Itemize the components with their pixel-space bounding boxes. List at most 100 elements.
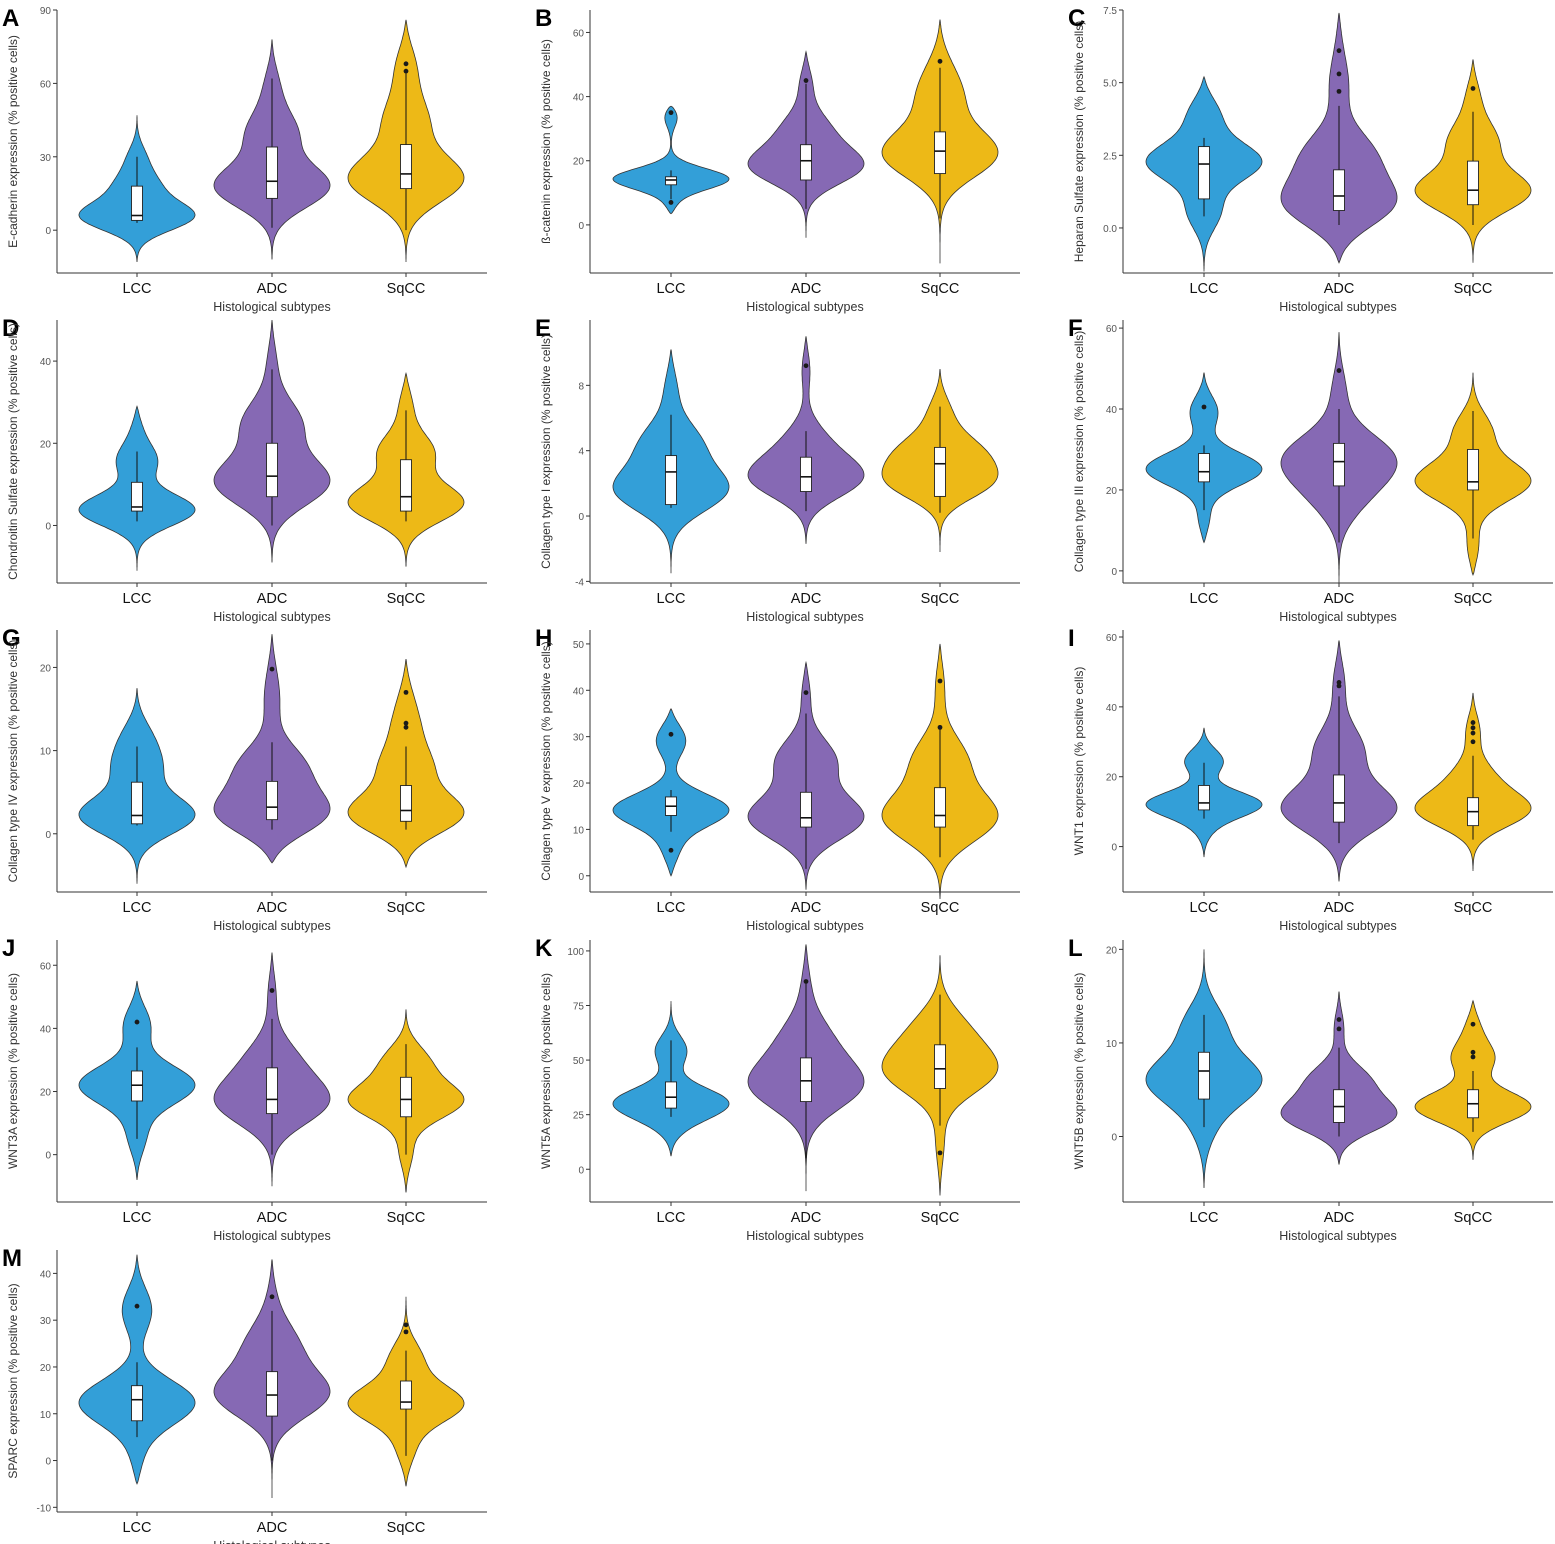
- violin-group-adc: ADC: [1280, 991, 1398, 1226]
- violin-group-lcc: LCC: [78, 405, 196, 607]
- violin-group-adc: ADC: [213, 319, 331, 607]
- violin-group-adc: ADC: [213, 1259, 331, 1536]
- box: [1198, 1051, 1210, 1100]
- x-tick-label: ADC: [791, 591, 822, 607]
- panel-letter: C: [1068, 5, 1085, 32]
- outlier-point: [1336, 680, 1342, 685]
- x-axis-label: Histological subtypes: [213, 919, 330, 933]
- violin-group-lcc: LCC: [1145, 727, 1263, 916]
- box: [266, 146, 278, 199]
- x-tick-label: LCC: [656, 281, 685, 297]
- y-tick-label: 30: [40, 153, 52, 164]
- y-axis-label: Collagen type III expression (% positive…: [1072, 331, 1086, 572]
- y-tick-label: 10: [1106, 1039, 1118, 1050]
- x-tick-label: SqCC: [921, 281, 960, 297]
- box: [266, 442, 278, 498]
- x-tick-label: SqCC: [1454, 1210, 1493, 1226]
- y-axis-label: WNT1 expression (% positive cells): [1072, 667, 1086, 856]
- x-axis-label: Histological subtypes: [213, 1229, 330, 1243]
- violin-group-sqcc: SqCC: [347, 659, 465, 916]
- x-tick-label: ADC: [1324, 1210, 1355, 1226]
- y-tick-label: 10: [40, 747, 52, 758]
- outlier-point: [1470, 1054, 1476, 1060]
- violin-group-adc: ADC: [213, 634, 331, 916]
- x-axis-label: Histological subtypes: [746, 300, 863, 314]
- violin-group-sqcc: SqCC: [881, 19, 999, 297]
- y-axis-label: E-cadherin expression (% positive cells): [6, 35, 20, 248]
- outlier-point: [403, 1329, 409, 1335]
- y-tick-label: 0: [1111, 1133, 1117, 1144]
- y-tick-label: 0: [578, 872, 584, 883]
- x-tick-label: LCC: [122, 1210, 151, 1226]
- outlier-point: [1336, 683, 1342, 689]
- box: [934, 446, 946, 497]
- violin-group-lcc: LCC: [1145, 949, 1263, 1226]
- violin-group-adc: ADC: [1280, 640, 1398, 916]
- x-tick-label: SqCC: [387, 900, 426, 916]
- violin-group-lcc: LCC: [612, 1001, 730, 1226]
- y-tick-label: 40: [573, 686, 585, 697]
- outlier-point: [1336, 1026, 1342, 1032]
- violin-group-lcc: LCC: [1145, 372, 1263, 607]
- box: [131, 481, 143, 512]
- violin-group-adc: ADC: [747, 50, 865, 297]
- box: [400, 459, 412, 512]
- box: [800, 456, 812, 492]
- y-tick-label: 90: [40, 6, 52, 17]
- box: [131, 781, 143, 825]
- violin-group-lcc: LCC: [78, 1254, 196, 1536]
- x-tick-label: ADC: [257, 281, 288, 297]
- outlier-point: [668, 731, 674, 737]
- outlier-point: [403, 68, 409, 74]
- outlier-point: [403, 724, 409, 730]
- y-tick-label: 0: [578, 512, 584, 523]
- x-tick-label: LCC: [1189, 591, 1218, 607]
- box: [934, 131, 946, 175]
- box: [800, 144, 812, 181]
- x-tick-label: LCC: [122, 591, 151, 607]
- box: [665, 1081, 677, 1109]
- y-tick-label: 10: [573, 825, 585, 836]
- outlier-point: [1336, 368, 1342, 373]
- y-tick-label: 20: [573, 779, 585, 790]
- y-tick-label: 20: [1106, 773, 1118, 784]
- violin-group-sqcc: SqCC: [347, 1009, 465, 1226]
- box: [400, 785, 412, 822]
- x-tick-label: SqCC: [921, 1210, 960, 1226]
- y-axis-label: Collagen type I expression (% positive c…: [539, 334, 553, 569]
- x-tick-label: ADC: [1324, 591, 1355, 607]
- outlier-point: [1470, 1021, 1476, 1027]
- violin-group-sqcc: SqCC: [1414, 372, 1532, 607]
- violin-group-lcc: LCC: [78, 115, 196, 297]
- violin-group-lcc: LCC: [612, 105, 730, 297]
- chart-panel-j: J 0 20 40 60 WNT3A expression (% positive cel…: [2, 935, 487, 1243]
- y-tick-label: 20: [1106, 486, 1118, 497]
- chart-panel-a: A 0 30 60 90 E-cadherin expression (% positiv…: [2, 5, 487, 314]
- outlier-point: [403, 1322, 409, 1328]
- y-tick-label: 30: [40, 1316, 52, 1327]
- violin-group-adc: ADC: [747, 944, 865, 1226]
- y-tick-label: 0: [1111, 567, 1117, 578]
- x-tick-label: SqCC: [921, 900, 960, 916]
- violin-group-lcc: LCC: [612, 349, 730, 607]
- x-tick-label: SqCC: [387, 1520, 426, 1536]
- x-tick-label: ADC: [791, 281, 822, 297]
- x-axis-label: Histological subtypes: [1279, 919, 1396, 933]
- x-axis-label: Histological subtypes: [1279, 1229, 1396, 1243]
- x-tick-label: SqCC: [387, 281, 426, 297]
- outlier-point: [269, 988, 275, 993]
- box: [934, 1044, 946, 1089]
- y-tick-label: 8: [578, 381, 584, 392]
- box: [800, 791, 812, 828]
- y-axis-label: WNT5A expression (% positive cells): [539, 973, 553, 1169]
- x-tick-label: ADC: [257, 1210, 288, 1226]
- y-axis-label: SPARC expression (% positive cells): [6, 1283, 20, 1478]
- y-tick-label: 0: [45, 1151, 51, 1162]
- x-tick-label: LCC: [656, 1210, 685, 1226]
- outlier-point: [403, 720, 409, 726]
- violin-group-adc: ADC: [747, 660, 865, 916]
- panel-letter: K: [535, 935, 553, 962]
- y-tick-label: 0.0: [1103, 224, 1117, 235]
- x-tick-label: ADC: [791, 900, 822, 916]
